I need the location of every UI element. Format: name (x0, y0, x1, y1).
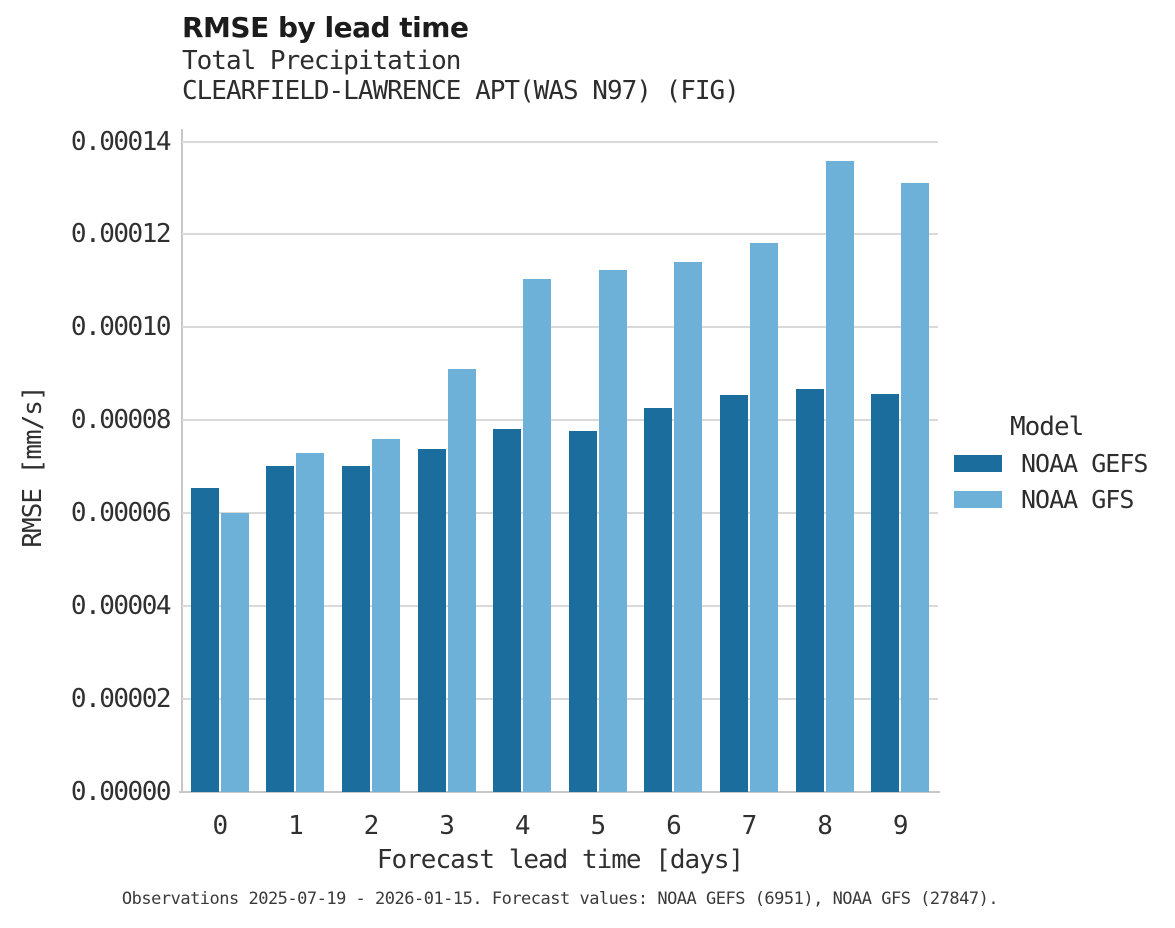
x-axis-title: Forecast lead time [days] (376, 845, 744, 875)
x-axis-line (179, 791, 940, 793)
x-tick-label-1: 1 (288, 811, 304, 841)
y-tick-label-0.00000: 0.00000 (70, 777, 172, 807)
bar-noaa-gfs-day-3 (447, 368, 476, 792)
bar-noaa-gefs-day-2 (342, 466, 370, 792)
bar-noaa-gfs-day-8 (825, 161, 854, 792)
y-tick-label-0.00004: 0.00004 (70, 591, 172, 622)
caption: Observations 2025-07-19 - 2026-01-15. Fo… (121, 889, 999, 909)
bar-noaa-gfs-day-6 (674, 261, 703, 792)
y-tick-label-0.00006: 0.00006 (70, 498, 172, 529)
bar-noaa-gfs-day-1 (296, 452, 325, 792)
bar-noaa-gefs-day-9 (871, 393, 900, 792)
y-tick-label-0.00012: 0.00012 (70, 219, 172, 250)
y-tick-label-0.00002: 0.00002 (70, 684, 172, 715)
chart-subtitle-station: CLEARFIELD-LAWRENCE APT(WAS N97) (FIG) (182, 76, 740, 106)
x-tick-label-8: 8 (817, 811, 833, 841)
x-tick-label-2: 2 (363, 811, 380, 841)
gridline-0.00006 (182, 512, 938, 515)
y-tick-label-0.00010: 0.00010 (70, 312, 172, 343)
bar-noaa-gefs-day-4 (493, 429, 522, 792)
bar-noaa-gfs-day-4 (523, 279, 552, 792)
gridline-0.00008 (182, 419, 938, 422)
chart-subtitle-variable: Total Precipitation (182, 46, 461, 76)
bar-noaa-gefs-day-0 (190, 487, 219, 792)
bar-noaa-gfs-day-5 (598, 269, 627, 792)
bar-noaa-gefs-day-3 (417, 449, 446, 792)
bar-noaa-gefs-day-7 (720, 394, 748, 792)
bar-noaa-gefs-day-8 (795, 388, 824, 792)
bar-noaa-gfs-day-2 (372, 438, 400, 792)
chart-title: RMSE by lead time (182, 11, 469, 44)
y-tick-label-0.00008: 0.00008 (70, 405, 172, 436)
gridline-0.00004 (182, 605, 938, 608)
x-tick-label-7: 7 (741, 811, 758, 841)
gridline-0.00010 (182, 326, 938, 329)
legend-title: Model (1010, 412, 1084, 442)
y-axis-title: RMSE [mm/s] (18, 386, 48, 548)
x-tick-label-6: 6 (666, 811, 682, 841)
legend-swatch-noaa-gfs (954, 491, 1002, 508)
legend-label-noaa-gefs: NOAA GEFS (1021, 449, 1148, 478)
x-tick-label-0: 0 (212, 811, 228, 841)
bar-noaa-gfs-day-9 (901, 182, 930, 792)
bar-noaa-gfs-day-7 (750, 243, 778, 792)
bar-noaa-gefs-day-1 (266, 466, 295, 792)
y-axis-line (181, 129, 183, 792)
bar-noaa-gfs-day-0 (220, 513, 249, 792)
gridline-0.00012 (182, 233, 938, 236)
x-tick-label-3: 3 (439, 811, 455, 841)
x-tick-label-4: 4 (514, 811, 531, 841)
bar-noaa-gefs-day-6 (644, 407, 673, 792)
gridline-0.00002 (182, 698, 938, 701)
gridline-0.00014 (182, 140, 938, 143)
y-tick-label-0.00014: 0.00014 (70, 126, 172, 157)
x-tick-label-9: 9 (892, 811, 909, 841)
x-tick-label-5: 5 (590, 811, 606, 841)
legend-label-noaa-gfs: NOAA GFS (1021, 485, 1134, 514)
legend-swatch-noaa-gefs (954, 455, 1002, 472)
bar-noaa-gefs-day-5 (568, 431, 597, 792)
